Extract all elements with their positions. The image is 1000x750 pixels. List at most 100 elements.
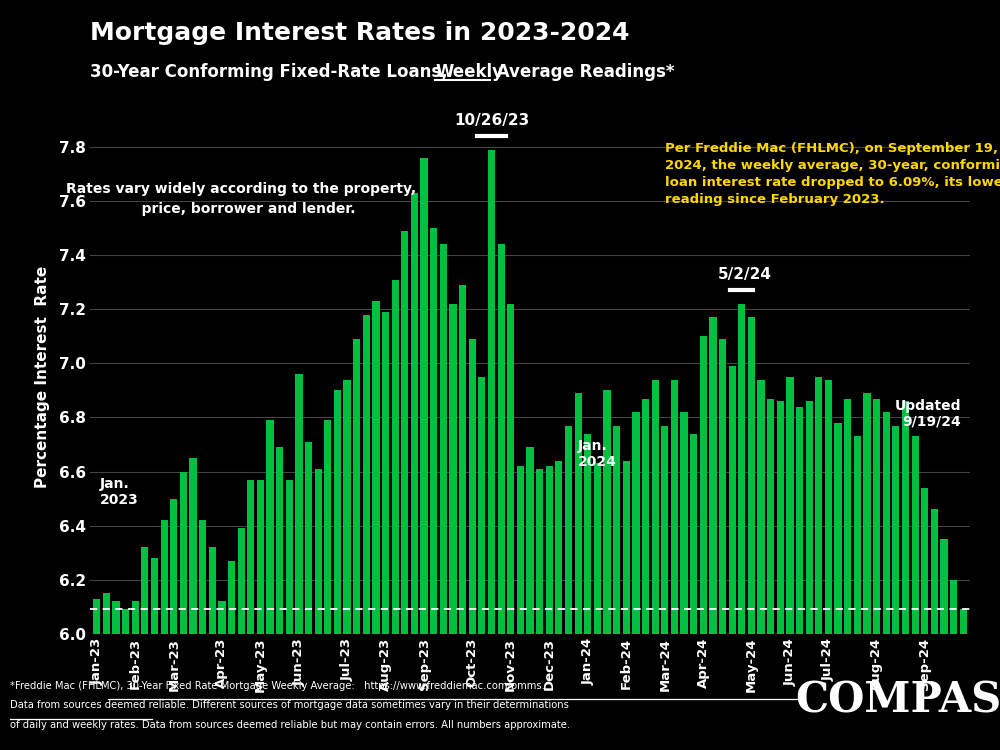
Bar bbox=[729, 366, 736, 634]
Y-axis label: Percentage Interest  Rate: Percentage Interest Rate bbox=[35, 266, 50, 488]
Text: 10/26/23: 10/26/23 bbox=[454, 113, 529, 128]
Bar bbox=[353, 339, 360, 634]
Bar bbox=[777, 401, 784, 634]
Bar bbox=[565, 425, 572, 634]
Bar bbox=[363, 315, 370, 634]
Bar bbox=[825, 380, 832, 634]
Bar bbox=[873, 398, 880, 634]
Bar bbox=[266, 420, 274, 634]
Bar bbox=[93, 598, 100, 634]
Text: COMPASS: COMPASS bbox=[795, 680, 1000, 722]
Bar bbox=[238, 528, 245, 634]
Bar bbox=[459, 285, 466, 634]
Bar bbox=[180, 472, 187, 634]
Text: Data from sources deemed reliable. Different sources of mortgage data sometimes : Data from sources deemed reliable. Diffe… bbox=[10, 700, 569, 710]
Bar bbox=[334, 391, 341, 634]
Text: Mortgage Interest Rates in 2023-2024: Mortgage Interest Rates in 2023-2024 bbox=[90, 21, 630, 45]
Bar bbox=[161, 520, 168, 634]
Text: Updated
9/19/24: Updated 9/19/24 bbox=[895, 398, 961, 429]
Bar bbox=[584, 433, 591, 634]
Bar bbox=[247, 479, 254, 634]
Bar bbox=[112, 602, 120, 634]
Bar bbox=[844, 398, 851, 634]
Bar bbox=[132, 602, 139, 634]
Bar bbox=[420, 158, 428, 634]
Bar bbox=[613, 425, 620, 634]
Bar bbox=[469, 339, 476, 634]
Bar bbox=[488, 150, 495, 634]
Bar bbox=[526, 447, 534, 634]
Bar bbox=[440, 244, 447, 634]
Bar bbox=[834, 423, 842, 634]
Bar bbox=[295, 374, 303, 634]
Bar bbox=[276, 447, 283, 634]
Text: Rates vary widely according to the property,
   price, borrower and lender.: Rates vary widely according to the prope… bbox=[66, 182, 416, 216]
Bar bbox=[324, 420, 331, 634]
Bar bbox=[141, 548, 148, 634]
Bar bbox=[305, 442, 312, 634]
Bar bbox=[411, 193, 418, 634]
Bar bbox=[767, 398, 774, 634]
Bar bbox=[209, 548, 216, 634]
Text: Per Freddie Mac (FHLMC), on September 19,
2024, the weekly average, 30-year, con: Per Freddie Mac (FHLMC), on September 19… bbox=[665, 142, 1000, 206]
Bar bbox=[449, 304, 457, 634]
Bar bbox=[218, 602, 226, 634]
Bar bbox=[815, 376, 822, 634]
Bar bbox=[912, 436, 919, 634]
Bar bbox=[863, 393, 871, 634]
Bar bbox=[960, 610, 967, 634]
Bar bbox=[478, 376, 485, 634]
Bar bbox=[430, 228, 437, 634]
Text: 5/2/24: 5/2/24 bbox=[718, 267, 772, 282]
Bar bbox=[401, 231, 408, 634]
Bar bbox=[189, 458, 197, 634]
Text: Jan.
2024: Jan. 2024 bbox=[578, 439, 617, 470]
Bar bbox=[546, 466, 553, 634]
Bar bbox=[700, 336, 707, 634]
Bar bbox=[632, 412, 640, 634]
Bar bbox=[738, 304, 745, 634]
Bar bbox=[883, 412, 890, 634]
Bar bbox=[122, 610, 129, 634]
Bar bbox=[709, 317, 717, 634]
Bar bbox=[517, 466, 524, 634]
Bar bbox=[652, 380, 659, 634]
Bar bbox=[392, 280, 399, 634]
Bar bbox=[603, 391, 611, 634]
Bar bbox=[498, 244, 505, 634]
Bar bbox=[199, 520, 206, 634]
Text: Weekly: Weekly bbox=[435, 63, 503, 81]
Bar bbox=[642, 398, 649, 634]
Bar bbox=[151, 558, 158, 634]
Bar bbox=[902, 401, 909, 634]
Bar bbox=[931, 509, 938, 634]
Bar bbox=[623, 460, 630, 634]
Text: 30-Year Conforming Fixed-Rate Loans,: 30-Year Conforming Fixed-Rate Loans, bbox=[90, 63, 453, 81]
Bar bbox=[921, 488, 928, 634]
Bar bbox=[315, 469, 322, 634]
Bar bbox=[103, 593, 110, 634]
Bar bbox=[594, 464, 601, 634]
Bar bbox=[661, 425, 668, 634]
Bar bbox=[555, 460, 562, 634]
Bar bbox=[796, 406, 803, 634]
Bar bbox=[228, 561, 235, 634]
Text: *Freddie Mac (FHLMC), 30-Year Fixed Rate Mortgage Weekly Average:   https://www.: *Freddie Mac (FHLMC), 30-Year Fixed Rate… bbox=[10, 681, 545, 691]
Bar bbox=[719, 339, 726, 634]
Text: Jan.
2023: Jan. 2023 bbox=[100, 477, 138, 507]
Bar bbox=[950, 580, 957, 634]
Bar bbox=[507, 304, 514, 634]
Bar bbox=[680, 412, 688, 634]
Bar bbox=[382, 312, 389, 634]
Bar bbox=[940, 539, 948, 634]
Bar bbox=[257, 479, 264, 634]
Bar bbox=[806, 401, 813, 634]
Bar bbox=[343, 380, 351, 634]
Bar bbox=[536, 469, 543, 634]
Bar bbox=[170, 499, 177, 634]
Bar bbox=[286, 479, 293, 634]
Text: Average Readings*: Average Readings* bbox=[491, 63, 674, 81]
Bar bbox=[575, 393, 582, 634]
Bar bbox=[372, 302, 380, 634]
Bar bbox=[690, 433, 697, 634]
